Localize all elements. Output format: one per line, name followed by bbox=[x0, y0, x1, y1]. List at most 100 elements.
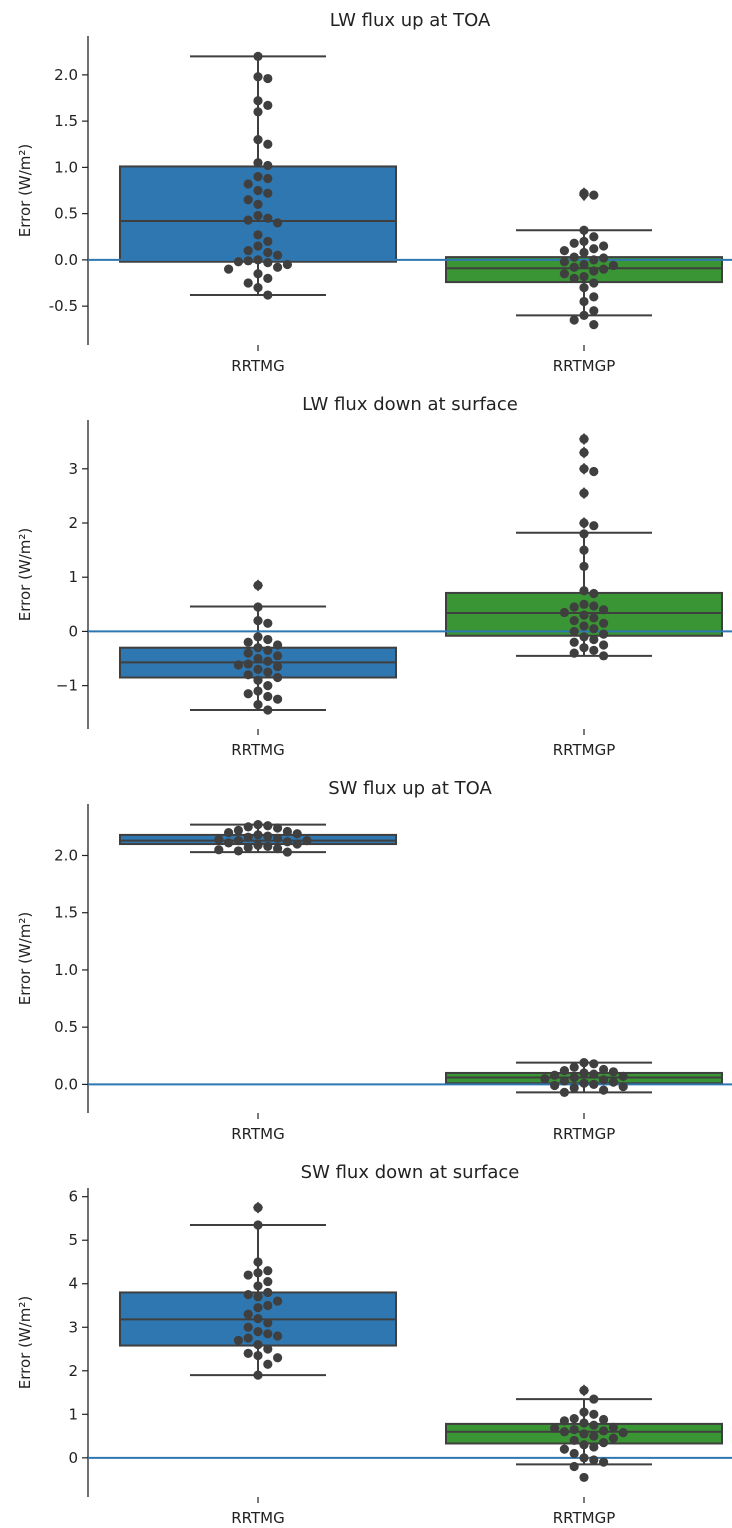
data-point bbox=[273, 833, 283, 843]
data-point bbox=[253, 643, 263, 653]
data-point bbox=[579, 447, 589, 458]
data-point bbox=[253, 96, 263, 106]
data-point bbox=[243, 659, 253, 669]
data-point bbox=[253, 840, 263, 850]
x-tick-label: RRTMGP bbox=[553, 741, 616, 759]
y-tick-label: 6 bbox=[68, 1188, 78, 1206]
data-point bbox=[608, 1433, 619, 1443]
chart-title: LW flux up at TOA bbox=[330, 10, 491, 31]
data-point bbox=[253, 135, 263, 145]
data-point bbox=[253, 269, 263, 279]
data-point bbox=[569, 238, 579, 248]
data-point bbox=[550, 1080, 560, 1091]
data-point bbox=[599, 1064, 609, 1075]
data-point bbox=[243, 689, 253, 699]
y-tick-label: 2.0 bbox=[54, 847, 78, 865]
data-point bbox=[599, 1426, 609, 1436]
data-point bbox=[579, 1407, 589, 1417]
data-point bbox=[559, 269, 570, 279]
data-point bbox=[233, 660, 243, 670]
data-point bbox=[569, 1062, 579, 1072]
data-point bbox=[263, 258, 273, 268]
data-point bbox=[263, 290, 273, 300]
data-point bbox=[589, 190, 599, 200]
data-point bbox=[253, 1340, 263, 1350]
y-tick-label: 2 bbox=[68, 1362, 78, 1380]
data-point bbox=[263, 831, 273, 841]
data-point bbox=[243, 648, 253, 658]
data-point bbox=[608, 1077, 619, 1087]
data-point bbox=[273, 662, 283, 672]
data-point bbox=[579, 259, 589, 270]
data-point bbox=[579, 1078, 589, 1088]
data-point bbox=[302, 836, 312, 846]
data-point bbox=[243, 1270, 253, 1280]
data-point bbox=[589, 320, 599, 330]
data-point bbox=[589, 306, 599, 316]
y-tick-label: 0 bbox=[68, 1449, 78, 1467]
data-point bbox=[273, 1296, 283, 1306]
data-point bbox=[589, 1394, 599, 1404]
data-point bbox=[599, 1085, 609, 1095]
data-point bbox=[253, 1281, 263, 1291]
data-point bbox=[569, 626, 579, 637]
y-tick-label: 0 bbox=[68, 622, 78, 640]
data-point bbox=[253, 580, 263, 590]
data-point bbox=[214, 834, 224, 845]
data-point bbox=[263, 1329, 273, 1339]
data-point bbox=[263, 1318, 273, 1328]
data-point bbox=[243, 670, 253, 680]
data-point bbox=[263, 1300, 273, 1311]
data-point bbox=[579, 1453, 589, 1463]
y-tick-label: 0.0 bbox=[54, 1075, 78, 1093]
data-point bbox=[243, 179, 253, 189]
data-point bbox=[243, 637, 253, 647]
data-point bbox=[579, 586, 589, 596]
data-point bbox=[263, 645, 273, 655]
data-point bbox=[559, 1066, 570, 1076]
y-tick-label: 1 bbox=[68, 568, 78, 586]
data-point bbox=[579, 188, 589, 198]
data-point bbox=[579, 283, 589, 293]
y-tick-label: 0.5 bbox=[54, 205, 78, 223]
data-point bbox=[253, 283, 263, 293]
y-axis-label: Error (W/m²) bbox=[16, 1296, 34, 1390]
y-tick-label: −1 bbox=[56, 677, 78, 695]
data-point bbox=[263, 634, 273, 645]
y-tick-label: 0.0 bbox=[54, 251, 78, 269]
data-point bbox=[273, 1353, 283, 1363]
data-point bbox=[253, 632, 263, 642]
data-point bbox=[253, 1202, 263, 1213]
data-point bbox=[579, 1472, 589, 1483]
data-point bbox=[569, 1414, 579, 1424]
data-point bbox=[273, 651, 283, 661]
data-point bbox=[263, 236, 273, 246]
data-point bbox=[243, 832, 253, 842]
y-tick-label: 1.5 bbox=[54, 112, 78, 130]
data-point bbox=[243, 1348, 253, 1358]
y-axis-label: Error (W/m²) bbox=[16, 144, 34, 238]
data-point bbox=[579, 643, 589, 653]
chart-title: SW flux down at surface bbox=[301, 1162, 520, 1183]
y-tick-label: -0.5 bbox=[49, 297, 78, 315]
data-point bbox=[292, 839, 302, 849]
data-point bbox=[253, 185, 263, 196]
data-point bbox=[253, 686, 263, 696]
data-point bbox=[253, 158, 263, 168]
data-point bbox=[569, 1461, 579, 1472]
data-point bbox=[589, 244, 599, 254]
y-tick-label: 3 bbox=[68, 1318, 78, 1336]
y-tick-label: 1.0 bbox=[54, 158, 78, 176]
data-point bbox=[579, 236, 589, 246]
data-point bbox=[579, 599, 589, 609]
data-point bbox=[282, 259, 292, 270]
data-point bbox=[589, 1442, 599, 1452]
data-point bbox=[273, 218, 283, 228]
data-point bbox=[263, 247, 273, 258]
data-point bbox=[569, 252, 579, 262]
y-tick-label: 2 bbox=[68, 514, 78, 532]
data-point bbox=[233, 836, 243, 846]
data-point bbox=[263, 705, 273, 715]
data-point bbox=[243, 1290, 253, 1300]
data-point bbox=[550, 1423, 560, 1433]
